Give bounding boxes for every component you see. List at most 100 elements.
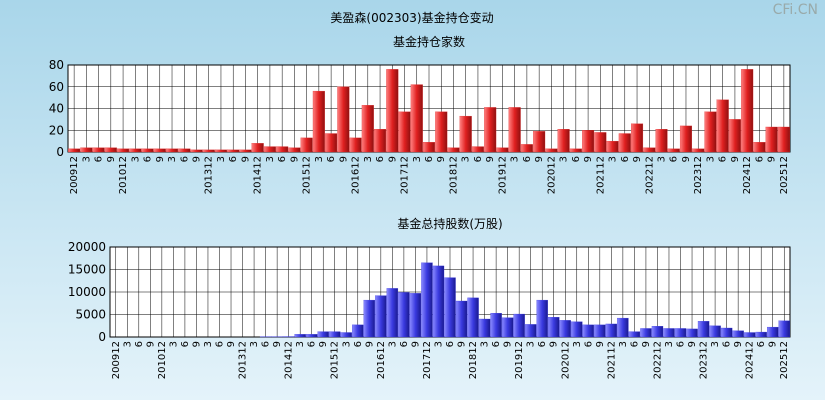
bar: [329, 331, 341, 338]
x-tick-label: 202512: [779, 341, 790, 379]
x-tick-label: 3: [168, 341, 179, 347]
bar: [618, 133, 631, 153]
bar: [692, 148, 705, 153]
bar: [92, 147, 105, 153]
x-tick-label: 201512: [330, 341, 341, 379]
x-tick-label: 201712: [422, 341, 433, 379]
bar: [68, 148, 81, 153]
x-tick-label: 201812: [448, 156, 459, 194]
x-tick-label: 6: [718, 156, 729, 162]
bar: [582, 324, 594, 338]
x-tick-label: 6: [473, 156, 484, 162]
x-tick-label: 9: [733, 341, 744, 347]
bar: [508, 107, 521, 153]
x-tick-label: 201312: [204, 156, 215, 194]
bar: [755, 331, 767, 338]
bar: [484, 107, 497, 153]
bar: [467, 297, 479, 338]
bar: [605, 323, 618, 338]
bar: [582, 130, 595, 153]
bar: [559, 320, 571, 338]
x-tick-label: 3: [295, 341, 306, 347]
x-tick-label: 9: [338, 156, 349, 162]
y-tick-label: 0: [98, 330, 106, 344]
x-tick-label: 9: [318, 341, 329, 347]
x-tick-label: 201712: [400, 156, 411, 194]
x-tick-label: 6: [353, 341, 364, 347]
bar: [569, 148, 582, 153]
bar: [361, 105, 374, 153]
x-tick-label: 9: [457, 341, 468, 347]
x-tick-label: 9: [583, 156, 594, 162]
x-tick-label: 9: [191, 341, 202, 347]
x-tick-label: 6: [307, 341, 318, 347]
bar: [548, 317, 560, 338]
x-tick-label: 6: [722, 341, 733, 347]
x-tick-label: 201912: [497, 156, 508, 194]
x-tick-label: 201412: [284, 341, 295, 379]
x-tick-label: 6: [522, 156, 533, 162]
x-tick-label: 9: [534, 156, 545, 162]
bar: [141, 148, 154, 153]
bar: [704, 111, 717, 153]
bar: [432, 265, 445, 338]
page-title: 美盈森(002303)基金持仓变动: [330, 10, 493, 25]
bar: [263, 146, 276, 153]
x-tick-label: 3: [510, 156, 521, 162]
x-tick-label: 201612: [376, 341, 387, 379]
bar: [471, 146, 484, 153]
bar: [716, 99, 729, 153]
x-tick-label: 9: [549, 341, 560, 347]
bar: [674, 328, 687, 338]
x-tick-label: 201312: [238, 341, 249, 379]
bar: [409, 293, 422, 338]
x-tick-label: 201812: [468, 341, 479, 379]
x-tick-label: 6: [214, 341, 225, 347]
bar: [178, 148, 191, 153]
bar: [447, 147, 460, 153]
bar: [349, 137, 362, 153]
x-tick-label: 202412: [745, 341, 756, 379]
x-tick-label: 6: [571, 156, 582, 162]
x-tick-label: 200912: [111, 341, 122, 379]
x-tick-label: 3: [480, 341, 491, 347]
x-tick-label: 6: [143, 156, 154, 162]
bar: [655, 129, 668, 153]
x-tick-label: 6: [326, 156, 337, 162]
x-tick-label: 3: [249, 341, 260, 347]
bar: [190, 149, 203, 153]
bar: [697, 321, 710, 338]
bar: [312, 90, 325, 153]
bar: [617, 317, 629, 338]
y-tick-label: 15000: [68, 263, 106, 277]
y-tick-label: 0: [56, 145, 64, 159]
bar: [202, 149, 215, 153]
bar: [767, 326, 779, 338]
bar: [536, 299, 548, 338]
x-tick-label: 3: [461, 156, 472, 162]
x-tick-label: 3: [608, 156, 619, 162]
x-tick-label: 202012: [546, 156, 557, 194]
x-tick-label: 202312: [693, 156, 704, 194]
x-tick-label: 3: [363, 156, 374, 162]
x-tick-label: 6: [620, 156, 631, 162]
x-tick-label: 6: [179, 156, 190, 162]
bar: [214, 149, 227, 153]
bar: [117, 148, 130, 153]
x-tick-label: 9: [155, 156, 166, 162]
bar: [524, 324, 537, 338]
x-tick-label: 202212: [644, 156, 655, 194]
x-tick-label: 6: [180, 341, 191, 347]
x-tick-label: 9: [240, 156, 251, 162]
x-tick-label: 202112: [595, 156, 606, 194]
bar: [628, 331, 641, 338]
bar: [728, 119, 741, 153]
x-tick-label: 3: [433, 341, 444, 347]
bar: [631, 123, 644, 153]
bar: [533, 131, 546, 153]
y-tick-label: 60: [49, 80, 64, 94]
x-tick-label: 200912: [69, 156, 80, 194]
x-tick-label: 202112: [606, 341, 617, 379]
x-tick-label: 3: [122, 341, 133, 347]
